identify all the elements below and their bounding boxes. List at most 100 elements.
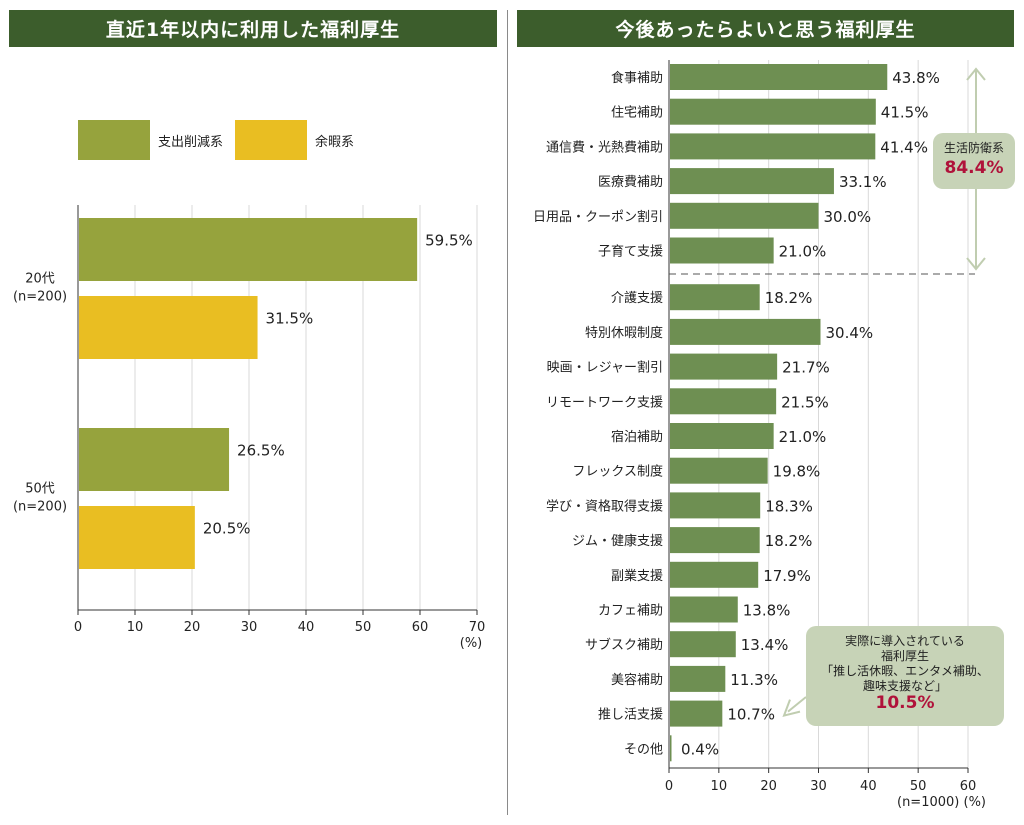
- category-label: 日用品・クーポン割引: [533, 209, 663, 225]
- x-tick-label: 30: [810, 779, 827, 794]
- data-label: 10.7%: [727, 706, 775, 724]
- defense-callout-label: 生活防衛系: [943, 141, 1004, 155]
- data-label: 18.2%: [765, 532, 813, 550]
- data-label: 19.8%: [773, 463, 821, 481]
- x-tick-label: 0: [665, 779, 673, 794]
- data-label: 43.8%: [892, 69, 940, 87]
- range-arrow-head-bottom: [966, 257, 986, 271]
- category-label: 住宅補助: [611, 106, 663, 121]
- data-label: 20.5%: [203, 520, 251, 538]
- data-label: 26.5%: [237, 442, 285, 460]
- data-label: 30.0%: [824, 208, 872, 226]
- data-label: 30.4%: [825, 324, 873, 342]
- bar: [79, 218, 418, 281]
- bar: [670, 353, 778, 380]
- actual-callout-line: 福利厚生: [880, 649, 929, 663]
- category-label: 介護支援: [611, 290, 663, 306]
- x-tick-label: 20: [760, 779, 777, 794]
- x-tick-label: 10: [127, 620, 144, 635]
- data-label: 21.0%: [779, 243, 827, 261]
- category-label: 美容補助: [611, 672, 663, 688]
- data-label: 13.8%: [743, 602, 791, 620]
- x-tick-label: 40: [298, 620, 315, 635]
- category-label: 20代: [25, 272, 55, 287]
- data-label: 59.5%: [425, 232, 473, 250]
- category-label: フレックス制度: [572, 464, 663, 480]
- x-tick-label: 60: [412, 620, 429, 635]
- category-label: 副業支援: [611, 568, 663, 584]
- bar: [79, 296, 258, 359]
- category-label: ジム・健康支援: [572, 533, 663, 549]
- category-label: その他: [624, 742, 663, 757]
- category-label: 映画・レジャー割引: [547, 360, 663, 376]
- category-label: 通信費・光熱費補助: [546, 140, 663, 155]
- x-tick-label: 0: [74, 620, 82, 635]
- category-label: (n=200): [13, 290, 67, 305]
- category-label: リモートワーク支援: [546, 395, 663, 410]
- category-label: 特別休暇制度: [585, 325, 663, 341]
- x-tick-label: 20: [184, 620, 201, 635]
- category-label: カフェ補助: [598, 604, 663, 619]
- callout-pointer: [787, 696, 807, 713]
- data-label: 33.1%: [839, 173, 887, 191]
- bar: [670, 492, 761, 519]
- data-label: 11.3%: [730, 671, 778, 689]
- bar: [670, 423, 774, 449]
- right-bar-chart: 0 10 20 30 40 50 60(n=1000) (%) 43.8% 食事補助 41.5% 住…: [533, 60, 986, 810]
- bar: [670, 64, 888, 90]
- bar: [79, 506, 195, 569]
- data-label: 17.9%: [763, 567, 811, 585]
- legend-label-expense: 支出削減系: [158, 134, 224, 150]
- bar: [670, 202, 819, 229]
- data-label: 41.4%: [880, 138, 928, 156]
- legend: 支出削減系 余暇系: [78, 120, 366, 160]
- bar: [670, 318, 821, 345]
- x-tick-label: 40: [860, 779, 877, 794]
- defense-callout: 生活防衛系 84.4%: [933, 133, 1015, 189]
- category-label: 食事補助: [611, 70, 663, 86]
- bar: [670, 665, 726, 692]
- data-label: 18.2%: [765, 289, 813, 307]
- legend-label-leisure: 余暇系: [315, 134, 355, 150]
- x-tick-label: 60: [960, 779, 977, 794]
- data-label: 13.4%: [741, 636, 789, 654]
- data-label: 18.3%: [765, 497, 813, 515]
- bar: [670, 98, 876, 125]
- bar: [670, 457, 768, 484]
- range-arrow-head-top: [966, 67, 986, 81]
- x-tick-label: 70: [469, 620, 486, 635]
- x-tick-label: 50: [910, 779, 927, 794]
- data-label: 21.7%: [782, 359, 830, 377]
- data-label: 21.0%: [779, 428, 827, 446]
- category-label: 学び・資格取得支援: [546, 498, 663, 514]
- legend-swatch-leisure: [235, 120, 308, 160]
- bar: [670, 133, 876, 160]
- category-label: 推し活支援: [598, 708, 663, 723]
- left-bar-chart: 0 10 20 30 40 50 60 70(%) 59.5% 31.5% 20代 (n=200) 26…: [13, 205, 486, 651]
- callout-pointer-head: [782, 699, 801, 718]
- category-label: サブスク補助: [585, 637, 663, 653]
- category-label: 子育て支援: [598, 244, 663, 260]
- defense-callout-value: 84.4%: [944, 158, 1004, 178]
- bar: [670, 700, 723, 727]
- actual-callout-line: 趣味支援など」: [862, 679, 947, 693]
- right-chart-title: 今後あったらよいと思う福利厚生: [517, 10, 1014, 47]
- category-label: 医療費補助: [598, 175, 663, 190]
- data-label: 31.5%: [266, 310, 314, 328]
- x-tick-label: 50: [355, 620, 372, 635]
- actual-callout-line: 「推し活休暇、エンタメ補助、: [821, 664, 989, 678]
- x-unit-label: (%): [460, 636, 483, 651]
- bar: [670, 735, 672, 762]
- bar: [670, 168, 834, 195]
- category-label: (n=200): [13, 500, 67, 515]
- category-label: 50代: [25, 482, 55, 497]
- x-unit-label: (n=1000) (%): [897, 795, 986, 810]
- legend-swatch-expense: [78, 120, 150, 160]
- bar: [670, 596, 738, 623]
- bar: [670, 527, 760, 554]
- bar: [670, 561, 759, 588]
- x-tick-label: 10: [711, 779, 728, 794]
- bar: [670, 237, 774, 264]
- x-tick-label: 30: [241, 620, 258, 635]
